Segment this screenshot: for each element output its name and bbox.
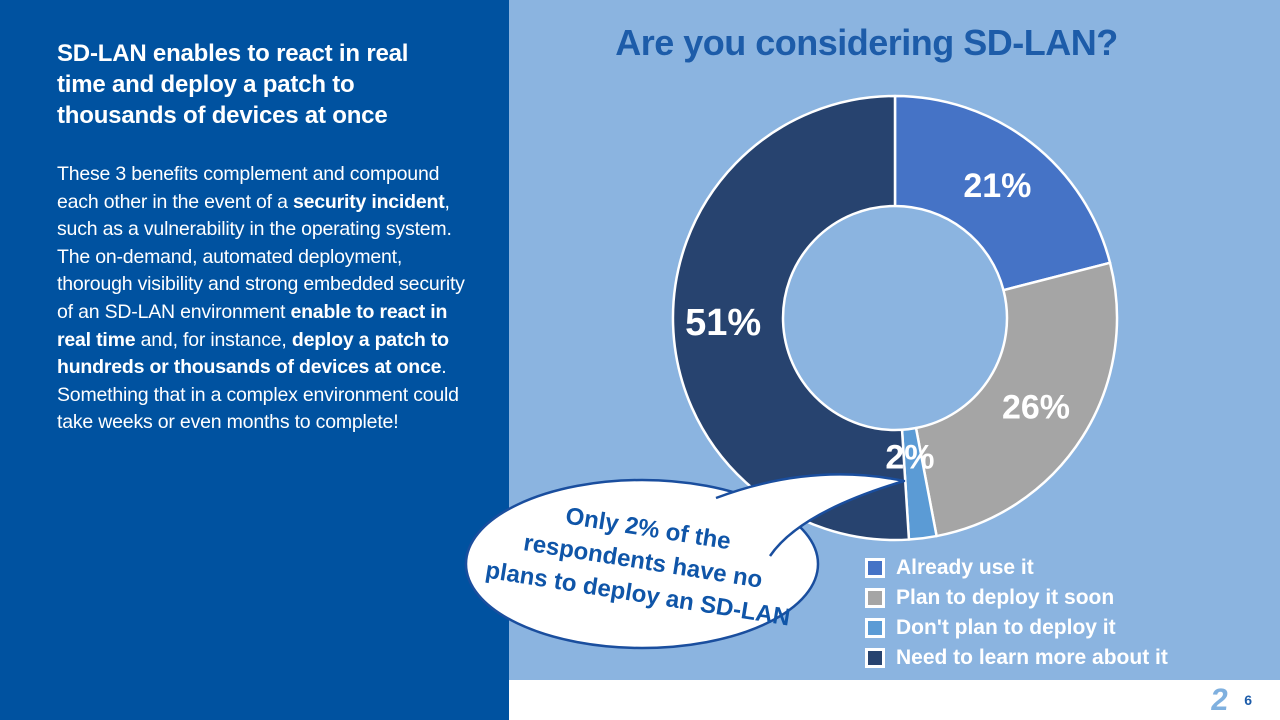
legend-item-plan-to-deploy-it-soon: Plan to deploy it soon [865,583,1168,613]
donut-slice-already-use-it [893,94,1112,292]
slide-title: SD-LAN enables to react in real time and… [57,40,409,129]
left-text-panel: SD-LAN enables to react in real time and… [0,0,509,720]
legend-swatch-plan-to-deploy-it-soon [865,588,885,608]
donut-label-don-t-plan-to-deploy-it: 2% [885,439,934,477]
speech-bubble-tail [715,473,906,557]
donut-label-plan-to-deploy-it-soon: 26% [1002,389,1070,427]
donut-label-need-to-learn-more-about-it: 51% [685,302,761,344]
legend-label-don-t-plan-to-deploy-it: Don't plan to deploy it [896,616,1116,639]
donut-label-already-use-it: 21% [963,167,1031,205]
footer-bar: 2 6 [509,680,1280,720]
legend-item-don-t-plan-to-deploy-it: Don't plan to deploy it [865,613,1168,643]
page-number: 6 [1244,692,1252,708]
slide-body-text: These 3 benefits complement and compound… [57,163,465,434]
legend-label-need-to-learn-more-about-it: Need to learn more about it [896,646,1168,669]
donut-slice-plan-to-deploy-it-soon [914,261,1119,538]
donut-slice-need-to-learn-more-about-it [671,94,911,542]
chart-title: Are you considering SD-LAN? [615,22,1118,63]
legend-swatch-don-t-plan-to-deploy-it [865,618,885,638]
legend-item-already-use-it: Already use it [865,553,1168,583]
legend-item-need-to-learn-more-about-it: Need to learn more about it [865,643,1168,673]
legend-swatch-need-to-learn-more-about-it [865,648,885,668]
legend-label-plan-to-deploy-it-soon: Plan to deploy it soon [896,586,1115,609]
speech-bubble-body [464,478,820,650]
legend-swatch-already-use-it [865,558,885,578]
chart-legend: Already use it Plan to deploy it soon Don'… [865,553,1168,673]
speech-bubble [464,473,906,650]
legend-label-already-use-it: Already use it [896,556,1034,579]
